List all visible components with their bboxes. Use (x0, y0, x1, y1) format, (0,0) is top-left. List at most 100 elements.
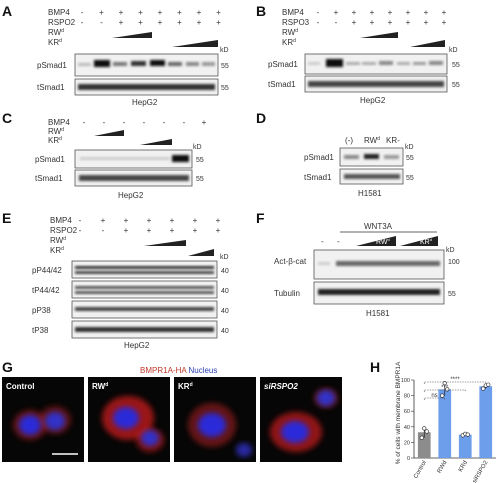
x-tick-label: KRd (458, 460, 469, 473)
treatment-sign: + (202, 118, 207, 127)
treatment-sign: + (197, 18, 202, 27)
treatment-sign: + (216, 226, 221, 235)
y-tick-label: 60 (404, 409, 410, 415)
bar-rwd (438, 389, 452, 458)
significance-bracket (423, 389, 466, 392)
cell-line-label: HepG2 (124, 341, 150, 350)
treatment-sign: + (406, 18, 411, 27)
lane-label-control: (-) (345, 136, 353, 145)
panel-g: G BMPR1A-HA Nucleus Control RWd KRd (2, 359, 342, 462)
y-tick-label: 20 (404, 440, 410, 446)
treatment-sign: + (158, 18, 163, 27)
treatment-sign: + (101, 216, 106, 225)
rw-dose-ramp (112, 32, 152, 38)
kd-label: kD (446, 247, 455, 254)
treatment-sign: + (216, 8, 221, 17)
treatment-sign: + (138, 8, 143, 17)
band-group-pSmad1 (344, 154, 399, 159)
mw-tSmad1: 55 (196, 176, 204, 183)
band (78, 63, 91, 66)
y-tick-label: 80 (404, 394, 410, 400)
kd-label: kD (405, 144, 414, 151)
micrograph-sirspo2: siRSPO2 (260, 377, 342, 462)
band-group-tSmad1 (344, 174, 400, 179)
blot-label-tSmad1: tSmad1 (35, 174, 63, 183)
rw-dose-ramp (360, 32, 398, 38)
y-tick-label: 0 (407, 456, 410, 462)
band-group-tSmad1 (78, 84, 215, 90)
blot-pSmad1 (74, 53, 219, 77)
bar-krd (458, 434, 472, 458)
treatment-sign: + (119, 18, 124, 27)
micrograph-kr: KRd (174, 377, 256, 462)
blot-label-act-b-cat: Act-β-cat (274, 257, 307, 266)
treatment-sign: + (352, 8, 357, 17)
panel-c: C BMP4 RWd KRd - - - - - - + kD pSmad1 55 tSma… (2, 110, 207, 200)
band (379, 61, 393, 65)
treatment-sign: + (352, 18, 357, 27)
blot-label-tP44-42: tP44/42 (32, 286, 60, 295)
data-point (481, 386, 486, 391)
kr-dose-ramp (400, 236, 438, 246)
panel-letter-e: E (2, 210, 11, 226)
cell-line-label: H1581 (366, 309, 390, 318)
band (326, 59, 343, 67)
band (75, 307, 214, 311)
data-point (440, 393, 445, 398)
significance-label: ns (431, 393, 437, 399)
nucleus (19, 415, 41, 435)
significance-bracket (423, 397, 446, 400)
band (75, 266, 214, 269)
band (346, 62, 360, 65)
lane-minus-1: - (321, 237, 324, 246)
significance-bracket (423, 381, 487, 384)
cell-line-label: H1581 (358, 189, 382, 198)
blot-pP44-42 (71, 260, 218, 279)
blot-label-tSmad1: tSmad1 (37, 83, 65, 92)
mw-tP44-42: 40 (221, 288, 229, 295)
treatment-sign: + (119, 8, 124, 17)
nucleus (45, 412, 65, 430)
band-group-pP44-42 (75, 266, 214, 274)
treatment-sign: + (424, 8, 429, 17)
kd-label: kD (220, 254, 229, 261)
band (75, 291, 214, 294)
treatment-label-rw: RWd (48, 28, 64, 37)
treatment-sign: - (103, 118, 106, 127)
treatment-sign: + (147, 216, 152, 225)
treatment-sign: - (83, 118, 86, 127)
treatment-sign: + (193, 226, 198, 235)
rw-dose-ramp (144, 240, 186, 246)
panel-d: D (-) RWd KR- kD pSmad1 55 tSmad1 55 H15… (256, 110, 414, 198)
treatment-sign: - (317, 18, 320, 27)
treatment-sign: + (124, 216, 129, 225)
band-group-tSmad1 (308, 81, 444, 87)
kr-dose-ramp (172, 40, 218, 47)
band (336, 261, 440, 266)
treatment-sign: + (424, 18, 429, 27)
blot-label-pP38: pP38 (32, 306, 51, 315)
mw-pSmad1: 55 (406, 155, 414, 162)
mw-pSmad1: 55 (452, 62, 460, 69)
treatment-label-rspo3: RSPO3 (282, 18, 310, 27)
treatment-sign: + (334, 8, 339, 17)
panel-letter-b: B (256, 3, 266, 19)
band (75, 286, 214, 289)
kr-dose-ramp (140, 139, 172, 145)
panel-e: E BMP4 RSPO2 RWd KRd - + + + + + +- - + + + + + kD p… (2, 210, 229, 350)
treatment-sign: + (370, 8, 375, 17)
treatment-label-kr: KRd (48, 38, 62, 47)
significance-label: **** (450, 377, 460, 383)
blot-label-pSmad1: pSmad1 (268, 60, 298, 69)
band (384, 155, 399, 159)
panel-letter-h: H (370, 359, 380, 375)
panel-letter-g: G (2, 359, 13, 375)
treatment-sign: + (197, 8, 202, 17)
mw-act-b-cat: 100 (448, 259, 460, 266)
treatment-sign: + (388, 8, 393, 17)
mw-tSmad1: 55 (221, 85, 229, 92)
blot-label-tubulin: Tubulin (274, 289, 300, 298)
micrograph-rw: RWd (88, 377, 170, 462)
chart-h: 0 20 40 60 80 100 Control RWd KRd siRSPO2 *** ns ***… (401, 377, 496, 483)
band (168, 62, 182, 66)
